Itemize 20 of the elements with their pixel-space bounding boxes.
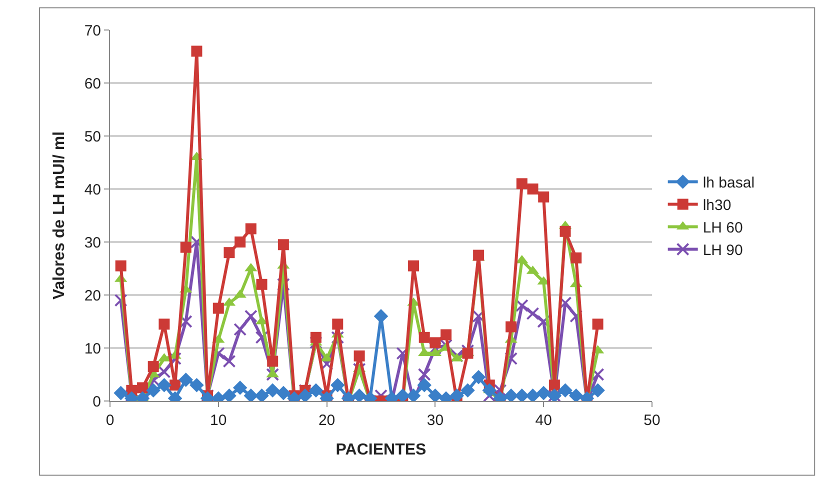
x-axis-title: PACIENTES	[336, 442, 427, 459]
x-tick-label: 30	[426, 412, 444, 429]
y-axis-title: Valores de LH mUI/ ml	[51, 131, 68, 300]
y-tick-label: 0	[92, 393, 101, 410]
x-tick-label: 20	[318, 412, 336, 429]
legend-label: lh30	[702, 197, 732, 214]
x-tick-label: 50	[644, 412, 660, 429]
y-tick-label: 10	[84, 340, 101, 358]
y-tick-label: 50	[84, 128, 101, 146]
y-tick-label: 30	[84, 234, 101, 252]
y-tick-label: 70	[84, 22, 101, 40]
y-tick-label: 60	[84, 75, 101, 92]
legend-label: LH 90	[702, 242, 743, 260]
legend-label: LH 60	[702, 220, 743, 237]
x-tick-label: 10	[210, 412, 227, 429]
y-tick-label: 20	[84, 287, 101, 304]
x-tick-label: 40	[535, 412, 552, 429]
x-tick-label: 0	[106, 412, 114, 429]
legend-label: lh basal	[702, 174, 755, 192]
y-tick-label: 40	[84, 181, 101, 198]
